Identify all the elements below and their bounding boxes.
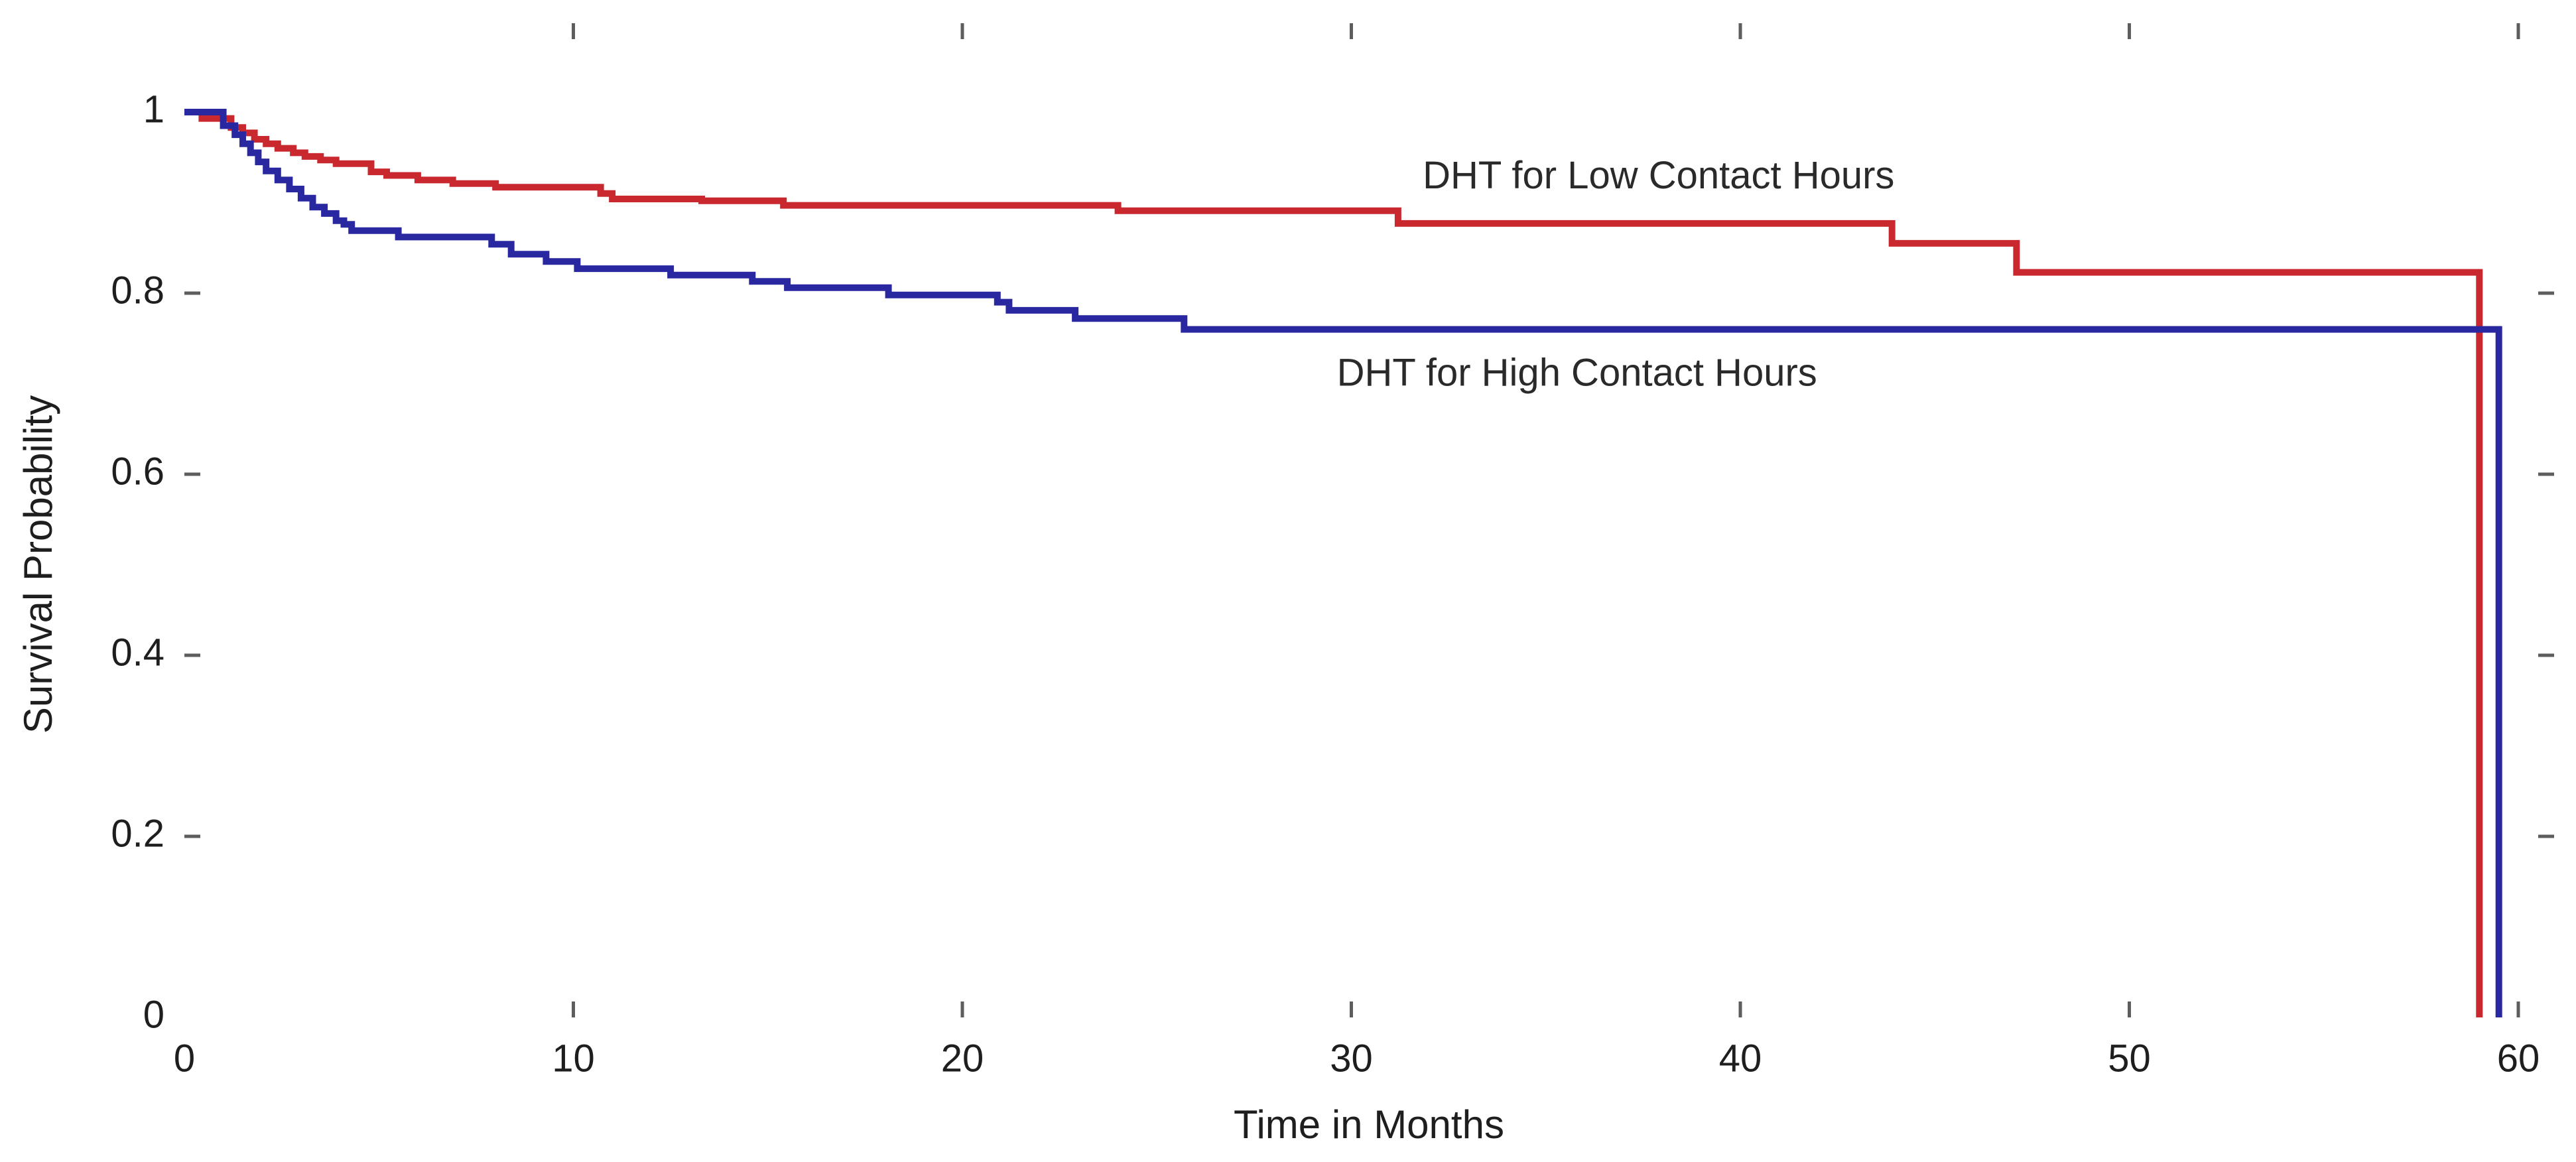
x-axis-title: Time in Months [1234,1102,1504,1147]
y-tick-label-0.8: 0.8 [111,269,164,312]
km-curve-high-contact-hours [184,109,2502,1017]
x-tick-label-20: 20 [941,1037,984,1080]
x-tick-label-40: 40 [1719,1037,1762,1080]
y-tick-label-0.6: 0.6 [111,450,164,493]
x-tick-label-50: 50 [2108,1037,2151,1080]
y-tick-label-0.2: 0.2 [111,812,164,855]
x-tick-label-60: 60 [2497,1037,2540,1080]
plot-border [184,23,2554,1017]
x-tick-label-30: 30 [1330,1037,1373,1080]
x-tick-label-0: 0 [174,1037,195,1080]
y-tick-label-1: 1 [143,88,164,131]
km-curve-low-contact-hours [184,109,2483,1017]
curve-label-low-contact-hours: DHT for Low Contact Hours [1423,154,1894,197]
x-tick-label-10: 10 [552,1037,595,1080]
axis-ticks [184,23,2554,1017]
axis-tick-labels: 0 10 20 30 40 50 60 0 0.2 0.4 0.6 0.8 1 [111,88,2540,1080]
curve-label-high-contact-hours: DHT for High Contact Hours [1337,352,1817,395]
y-tick-label-0: 0 [143,993,164,1036]
y-axis-title: Survival Probability [16,395,60,734]
y-tick-label-0.4: 0.4 [111,631,164,674]
